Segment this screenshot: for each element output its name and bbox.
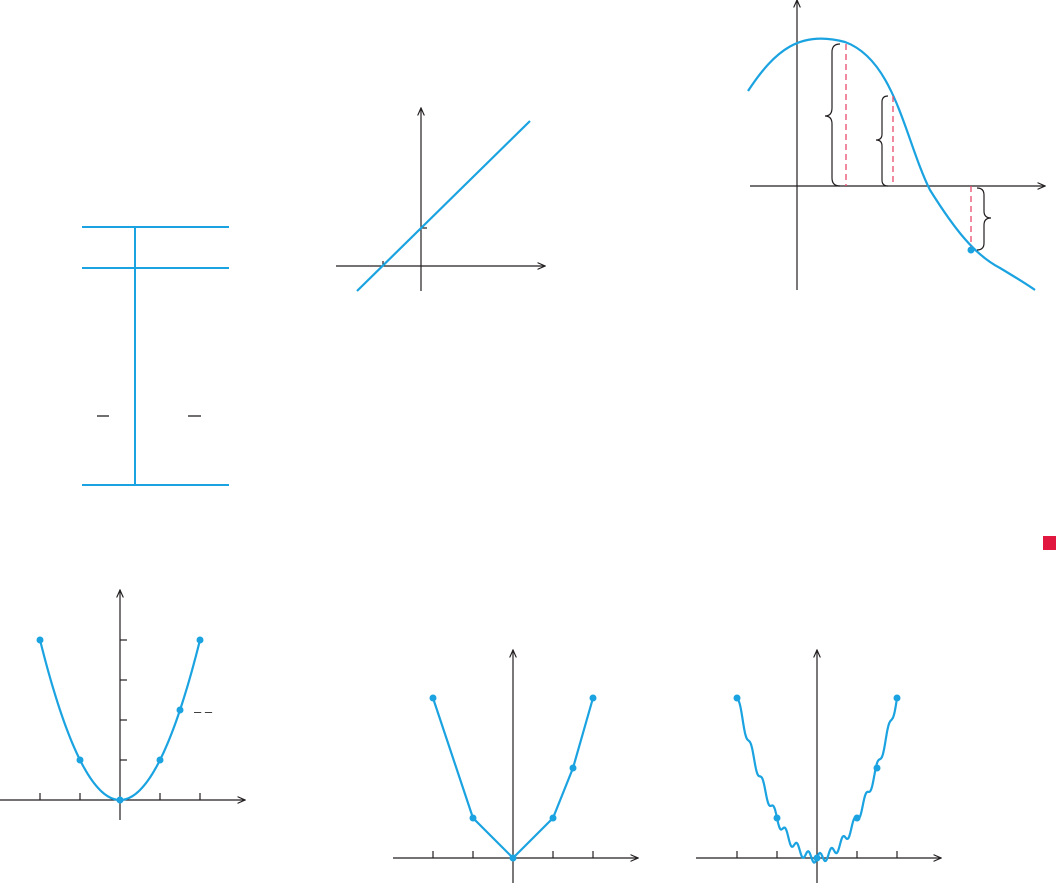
parabola-x-ticks: [39, 793, 201, 800]
wiggly-point: [813, 854, 821, 862]
broken-line-point: [429, 694, 437, 702]
parabola-point: [156, 756, 164, 764]
wiggly-points: [733, 694, 901, 862]
wave-graph: [747, 0, 1045, 291]
brace-3: [976, 187, 992, 251]
broken-line-point: [469, 814, 477, 822]
brace-2: [875, 95, 889, 187]
broken-line-point: [589, 694, 597, 702]
parabola-y-ticks: [120, 639, 127, 761]
wiggly-point: [893, 694, 901, 702]
parabola-point: [176, 706, 184, 714]
parabola-inline-label: – –: [194, 704, 213, 719]
broken-line-point: [569, 764, 577, 772]
line-graph: [336, 108, 545, 292]
wiggly-graph: [696, 650, 941, 883]
broken-line-point: [509, 854, 517, 862]
value-table: [82, 226, 229, 486]
parabola-point: [196, 636, 204, 644]
wiggly-x-ticks: [736, 851, 898, 858]
wiggly-point: [853, 814, 861, 822]
broken-line-x-ticks: [432, 851, 594, 858]
wiggly-point: [733, 694, 741, 702]
section-end-marker: [1043, 536, 1056, 550]
parabola-point: [76, 756, 84, 764]
parabola-graph: – –: [0, 590, 245, 820]
parabola-point: [36, 636, 44, 644]
wave-point: [967, 246, 975, 254]
wiggly-point: [873, 764, 881, 772]
wiggly-point: [773, 814, 781, 822]
parabola-point: [116, 796, 124, 804]
broken-line-point: [549, 814, 557, 822]
wave-graph-curve: [747, 37, 1036, 291]
parabola-points: [36, 636, 204, 804]
broken-line-points: [429, 694, 597, 862]
broken-line-graph: [393, 650, 638, 883]
line-graph-series: [356, 120, 531, 292]
brace-1: [824, 43, 841, 187]
broken-line-series: [431, 697, 595, 860]
